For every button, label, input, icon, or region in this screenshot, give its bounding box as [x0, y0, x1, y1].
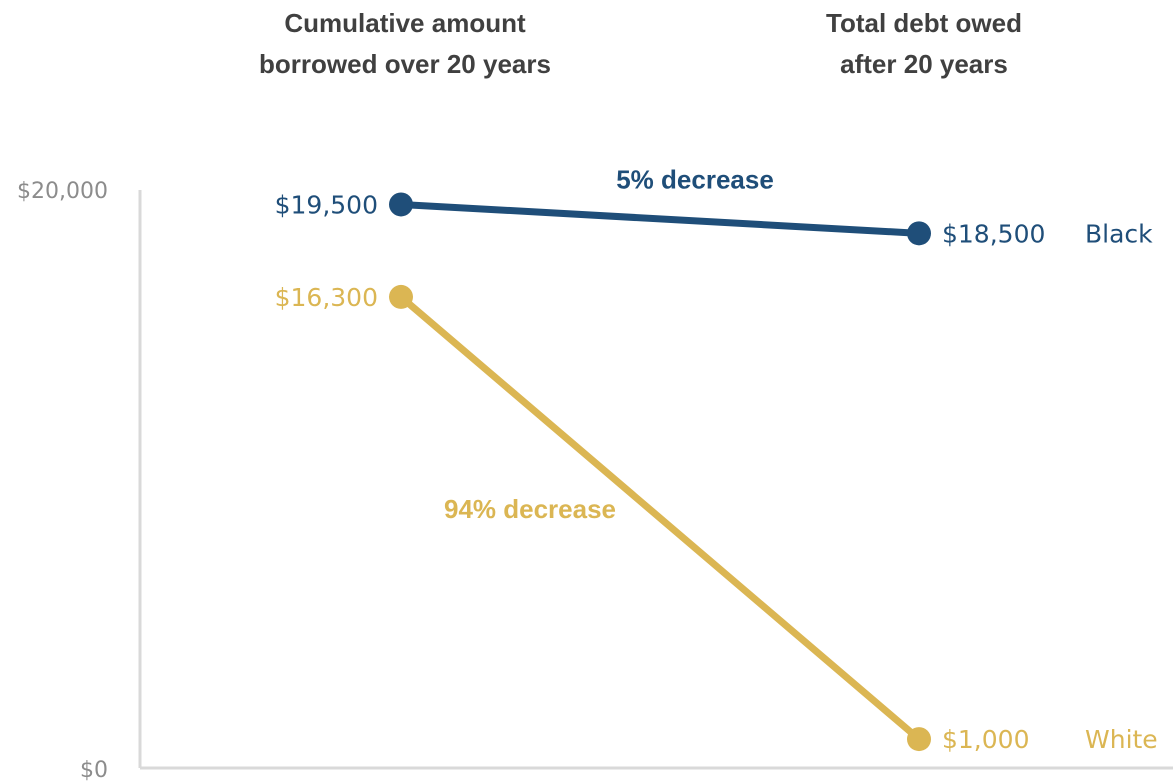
annotation-white: 94% decrease: [444, 494, 616, 524]
data-point-black-start: [389, 192, 413, 217]
series-line-black: [397, 200, 923, 237]
data-label-white-start: $16,300: [275, 283, 378, 312]
data-point-black-end: [907, 221, 931, 246]
annotation-black: 5% decrease: [616, 164, 774, 194]
y-tick-label-top: $20,000: [17, 179, 108, 204]
data-point-white-end: [907, 727, 931, 752]
series-label-black: Black: [1085, 219, 1153, 248]
y-tick-label-bottom: $0: [80, 758, 108, 783]
category-header-end-line2: after 20 years: [840, 49, 1008, 79]
chart-marks: $19,500 $18,500 Black 5% decrease $16,300 $1,…: [275, 164, 1158, 754]
category-header-end-line1: Total debt owed: [826, 8, 1022, 38]
data-point-white-start: [389, 284, 413, 309]
category-header-start-line1: Cumulative amount: [284, 8, 526, 38]
category-header-start-line2: borrowed over 20 years: [259, 49, 551, 79]
series-label-white: White: [1085, 725, 1158, 754]
data-label-black-start: $19,500: [275, 190, 378, 219]
series-line-white: [397, 293, 923, 743]
data-label-black-end: $18,500: [942, 219, 1045, 248]
data-label-white-end: $1,000: [942, 725, 1029, 754]
